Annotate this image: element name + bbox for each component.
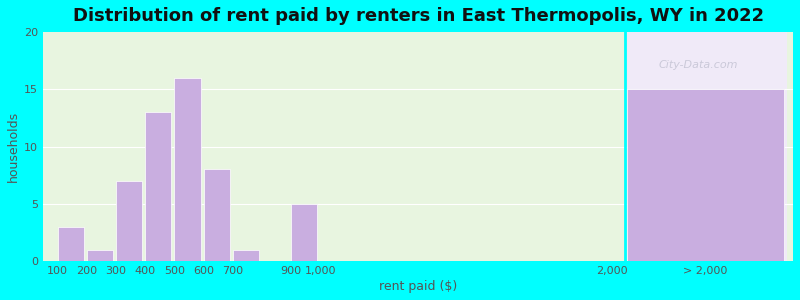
X-axis label: rent paid ($): rent paid ($) (379, 280, 458, 293)
Bar (174, 78, 201, 261)
Bar (233, 250, 259, 261)
Bar (146, 112, 171, 261)
Bar (626, 89, 784, 261)
Bar (291, 204, 318, 261)
Bar (58, 227, 84, 261)
Text: City-Data.com: City-Data.com (658, 59, 738, 70)
Bar (203, 169, 230, 261)
Bar (116, 181, 142, 261)
Bar (87, 250, 113, 261)
Title: Distribution of rent paid by renters in East Thermopolis, WY in 2022: Distribution of rent paid by renters in … (73, 7, 764, 25)
Bar (626, 32, 787, 261)
Y-axis label: households: households (7, 111, 20, 182)
